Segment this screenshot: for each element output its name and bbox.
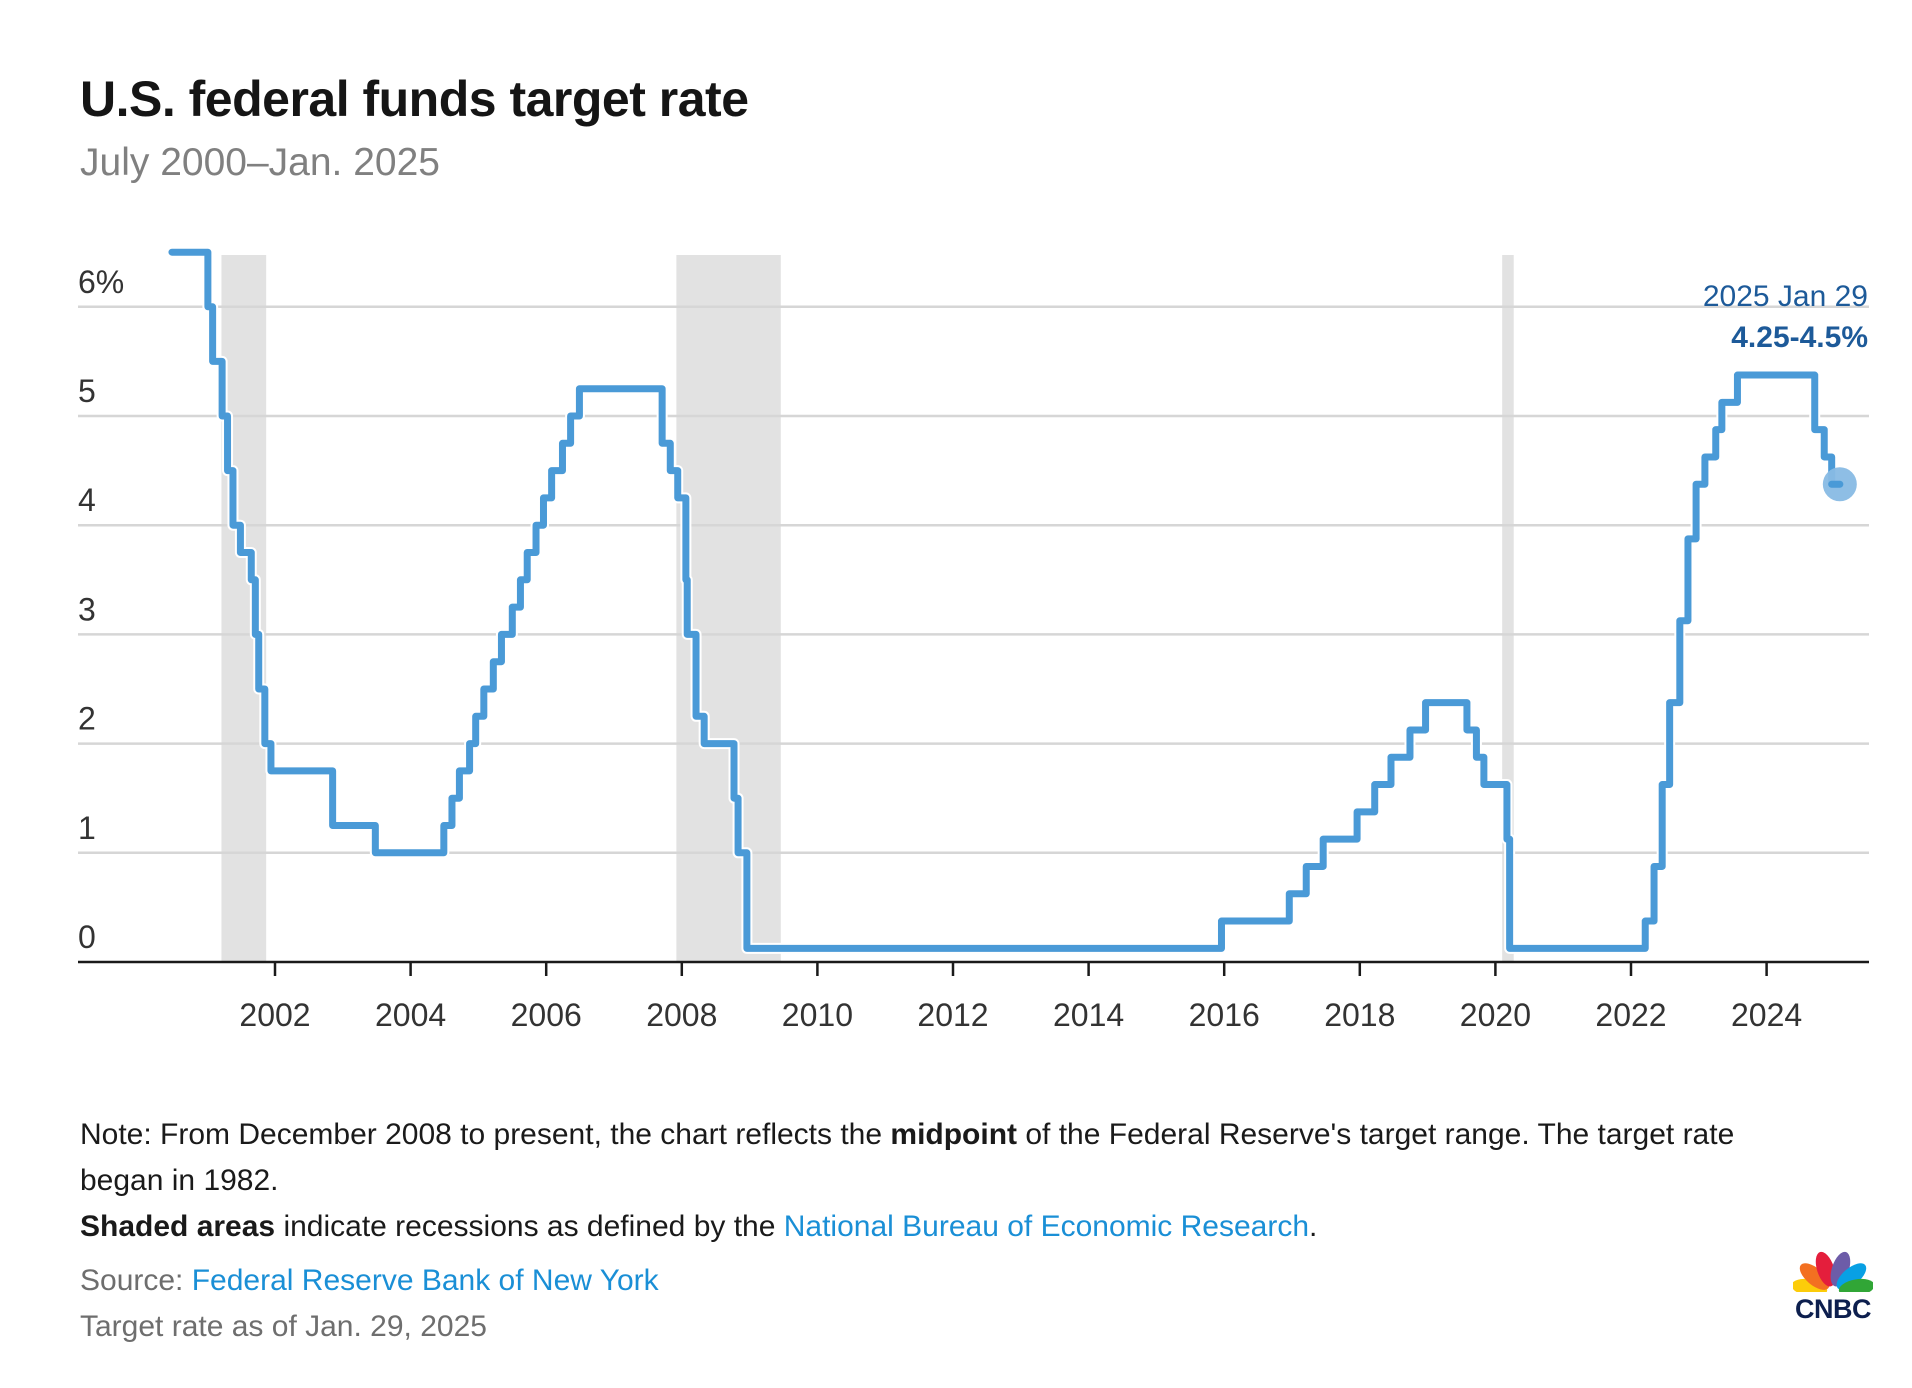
cnbc-logo-text: CNBC [1795, 1294, 1872, 1324]
x-tick-label: 2002 [239, 997, 310, 1033]
as-of-line: Target rate as of Jan. 29, 2025 [80, 1310, 487, 1343]
series-halo-0 [166, 246, 1846, 954]
x-tick-label: 2014 [1053, 997, 1124, 1033]
y-tick-label: 2 [78, 701, 96, 737]
x-tick-label: 2022 [1595, 997, 1666, 1033]
x-tick-label: 2012 [917, 997, 988, 1033]
source-line: Source: Federal Reserve Bank of New York [80, 1258, 659, 1304]
note-midpoint: Note: From December 2008 to present, the… [80, 1112, 1780, 1204]
y-tick-label: 1 [78, 810, 96, 846]
x-tick-label: 2018 [1324, 997, 1395, 1033]
note-suffix: of the Federal Reserve's target range. T… [80, 1118, 1735, 1197]
x-tick-label: 2006 [511, 997, 582, 1033]
shaded-bold: Shaded areas [80, 1210, 276, 1243]
x-tick-label: 2020 [1460, 997, 1531, 1033]
x-axis: 2002 2004 2006 2008 2010 2012 2014 2016 2018 2020… [78, 960, 1869, 1033]
peacock-feather [1836, 1263, 1867, 1290]
y-tick-label: 4 [78, 482, 96, 518]
recession-shade-2 [1502, 255, 1514, 962]
peacock-feather [1799, 1263, 1830, 1290]
shaded-text: indicate recessions as defined by the [275, 1210, 784, 1243]
source-link[interactable]: Federal Reserve Bank of New York [191, 1264, 659, 1297]
note-shaded: Shaded areas indicate recessions as defi… [80, 1204, 1780, 1250]
note-prefix: Note: From December 2008 to present, the… [80, 1118, 891, 1151]
end-annotation: 2025 Jan 29 4.25-4.5% [1703, 280, 1868, 502]
y-tick-label: 0 [78, 919, 96, 955]
series-layer [166, 246, 1846, 954]
gridlines [78, 305, 1869, 855]
chart-title: U.S. federal funds target rate [80, 71, 749, 127]
cnbc-peacock-icon [1791, 1251, 1875, 1297]
y-tick-label: 5 [78, 373, 96, 409]
note-bold: midpoint [890, 1118, 1018, 1151]
series-line-0 [168, 248, 1844, 952]
recession-shade-1 [676, 255, 781, 962]
x-tick-label: 2024 [1731, 997, 1802, 1033]
x-tick-label: 2016 [1189, 997, 1260, 1033]
annotation-date-label: 2025 Jan 29 [1703, 280, 1868, 313]
x-tick-label: 2010 [782, 997, 853, 1033]
cnbc-logo: CNBC [1791, 1250, 1875, 1326]
y-tick-label: 6% [78, 264, 124, 300]
x-tick-label: 2008 [646, 997, 717, 1033]
peacock-feather [1815, 1251, 1836, 1287]
source-label: Source: [80, 1264, 192, 1297]
y-tick-label: 3 [78, 591, 96, 627]
y-axis-labels: 0 1 2 3 4 5 6% [78, 264, 124, 955]
source-block: Source: Federal Reserve Bank of New York… [80, 1258, 659, 1350]
annotation-value-label: 4.25-4.5% [1731, 321, 1868, 354]
nber-link[interactable]: National Bureau of Economic Research [783, 1210, 1310, 1243]
chart-subtitle: July 2000–Jan. 2025 [80, 141, 440, 184]
chart-notes: Note: From December 2008 to present, the… [80, 1112, 1780, 1250]
shaded-end: . [1309, 1210, 1318, 1243]
x-tick-label: 2004 [375, 997, 446, 1033]
rate-chart: 0 1 2 3 4 5 6% 2002 2004 2006 2008 2010 2012 2014 201… [78, 246, 1869, 1033]
